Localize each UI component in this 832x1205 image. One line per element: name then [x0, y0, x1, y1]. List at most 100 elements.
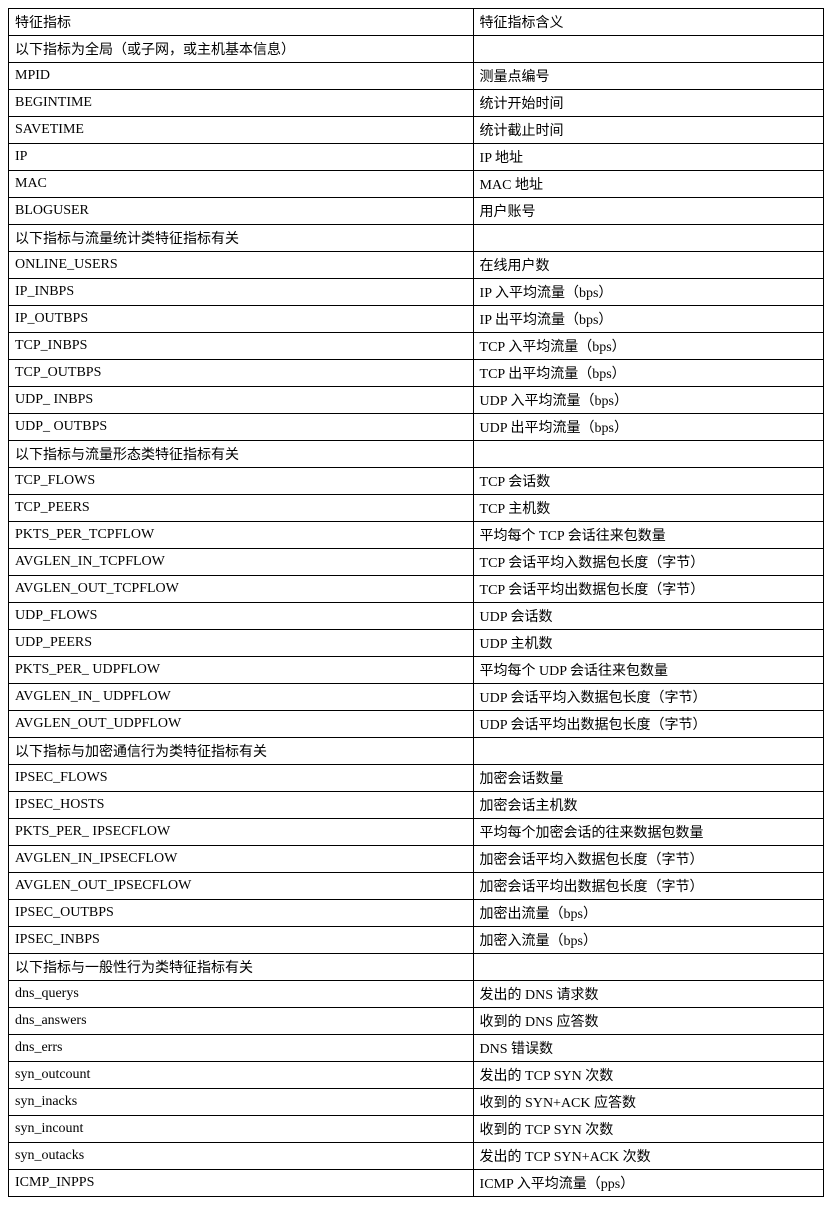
- table-row: PKTS_PER_TCPFLOW平均每个 TCP 会话往来包数量: [9, 522, 824, 549]
- metric-meaning-cell: 平均每个加密会话的往来数据包数量: [473, 819, 823, 846]
- table-row: dns_errsDNS 错误数: [9, 1035, 824, 1062]
- metric-meaning-cell: 发出的 TCP SYN+ACK 次数: [473, 1143, 823, 1170]
- metric-meaning-cell: 加密出流量（bps）: [473, 900, 823, 927]
- metric-meaning-cell: TCP 入平均流量（bps）: [473, 333, 823, 360]
- metric-meaning-cell: IP 入平均流量（bps）: [473, 279, 823, 306]
- table-row: IPSEC_INBPS加密入流量（bps）: [9, 927, 824, 954]
- table-row: 以下指标与流量统计类特征指标有关: [9, 225, 824, 252]
- table-row: UDP_FLOWSUDP 会话数: [9, 603, 824, 630]
- metric-meaning-cell: 统计截止时间: [473, 117, 823, 144]
- metric-name-cell: IP: [9, 144, 474, 171]
- metric-name-cell: IPSEC_INBPS: [9, 927, 474, 954]
- table-row: PKTS_PER_ UDPFLOW平均每个 UDP 会话往来包数量: [9, 657, 824, 684]
- table-row: syn_outcount发出的 TCP SYN 次数: [9, 1062, 824, 1089]
- metric-meaning-cell: UDP 会话平均出数据包长度（字节）: [473, 711, 823, 738]
- table-row: UDP_PEERSUDP 主机数: [9, 630, 824, 657]
- metric-name-cell: PKTS_PER_ IPSECFLOW: [9, 819, 474, 846]
- table-row: UDP_ OUTBPSUDP 出平均流量（bps）: [9, 414, 824, 441]
- metric-meaning-cell: [473, 225, 823, 252]
- table-row: AVGLEN_IN_TCPFLOWTCP 会话平均入数据包长度（字节）: [9, 549, 824, 576]
- metric-meaning-cell: TCP 会话数: [473, 468, 823, 495]
- metric-meaning-cell: TCP 主机数: [473, 495, 823, 522]
- metric-meaning-cell: UDP 入平均流量（bps）: [473, 387, 823, 414]
- table-row: 以下指标与加密通信行为类特征指标有关: [9, 738, 824, 765]
- metric-meaning-cell: 统计开始时间: [473, 90, 823, 117]
- table-row: dns_querys发出的 DNS 请求数: [9, 981, 824, 1008]
- metric-meaning-cell: ICMP 入平均流量（pps）: [473, 1170, 823, 1197]
- metric-name-cell: AVGLEN_OUT_TCPFLOW: [9, 576, 474, 603]
- metric-meaning-cell: UDP 主机数: [473, 630, 823, 657]
- metric-name-cell: PKTS_PER_TCPFLOW: [9, 522, 474, 549]
- table-row: dns_answers收到的 DNS 应答数: [9, 1008, 824, 1035]
- table-row: IPSEC_OUTBPS加密出流量（bps）: [9, 900, 824, 927]
- metric-meaning-cell: [473, 738, 823, 765]
- table-row: MACMAC 地址: [9, 171, 824, 198]
- metric-name-cell: TCP_INBPS: [9, 333, 474, 360]
- table-row: TCP_PEERSTCP 主机数: [9, 495, 824, 522]
- metric-name-cell: syn_outacks: [9, 1143, 474, 1170]
- metric-meaning-cell: 加密会话数量: [473, 765, 823, 792]
- table-row: AVGLEN_OUT_IPSECFLOW加密会话平均出数据包长度（字节）: [9, 873, 824, 900]
- metric-meaning-cell: 加密会话主机数: [473, 792, 823, 819]
- table-row: 特征指标特征指标含义: [9, 9, 824, 36]
- metric-name-cell: dns_errs: [9, 1035, 474, 1062]
- metric-name-cell: AVGLEN_IN_IPSECFLOW: [9, 846, 474, 873]
- metric-meaning-cell: 发出的 DNS 请求数: [473, 981, 823, 1008]
- table-row: TCP_INBPSTCP 入平均流量（bps）: [9, 333, 824, 360]
- table-row: 以下指标为全局（或子网，或主机基本信息）: [9, 36, 824, 63]
- metric-name-cell: BEGINTIME: [9, 90, 474, 117]
- metric-meaning-cell: 加密入流量（bps）: [473, 927, 823, 954]
- metric-name-cell: syn_incount: [9, 1116, 474, 1143]
- metric-meaning-cell: TCP 出平均流量（bps）: [473, 360, 823, 387]
- metric-name-cell: AVGLEN_IN_ UDPFLOW: [9, 684, 474, 711]
- metric-meaning-cell: 特征指标含义: [473, 9, 823, 36]
- metric-name-cell: IPSEC_HOSTS: [9, 792, 474, 819]
- metric-name-cell: MPID: [9, 63, 474, 90]
- metric-meaning-cell: IP 出平均流量（bps）: [473, 306, 823, 333]
- metric-meaning-cell: TCP 会话平均出数据包长度（字节）: [473, 576, 823, 603]
- metric-meaning-cell: [473, 954, 823, 981]
- metrics-table: 特征指标特征指标含义以下指标为全局（或子网，或主机基本信息）MPID测量点编号B…: [8, 8, 824, 1197]
- metric-name-cell: BLOGUSER: [9, 198, 474, 225]
- metric-name-cell: UDP_FLOWS: [9, 603, 474, 630]
- table-row: syn_incount收到的 TCP SYN 次数: [9, 1116, 824, 1143]
- table-row: ONLINE_USERS在线用户数: [9, 252, 824, 279]
- metric-name-cell: IP_INBPS: [9, 279, 474, 306]
- metric-name-cell: IPSEC_OUTBPS: [9, 900, 474, 927]
- metric-name-cell: ONLINE_USERS: [9, 252, 474, 279]
- metric-name-cell: 特征指标: [9, 9, 474, 36]
- table-row: IPSEC_HOSTS加密会话主机数: [9, 792, 824, 819]
- metric-name-cell: TCP_FLOWS: [9, 468, 474, 495]
- metric-meaning-cell: UDP 出平均流量（bps）: [473, 414, 823, 441]
- table-row: 以下指标与流量形态类特征指标有关: [9, 441, 824, 468]
- table-row: IP_INBPSIP 入平均流量（bps）: [9, 279, 824, 306]
- metric-name-cell: MAC: [9, 171, 474, 198]
- metric-name-cell: IPSEC_FLOWS: [9, 765, 474, 792]
- metric-meaning-cell: 平均每个 TCP 会话往来包数量: [473, 522, 823, 549]
- metric-meaning-cell: DNS 错误数: [473, 1035, 823, 1062]
- table-row: AVGLEN_OUT_UDPFLOWUDP 会话平均出数据包长度（字节）: [9, 711, 824, 738]
- metric-meaning-cell: 收到的 SYN+ACK 应答数: [473, 1089, 823, 1116]
- table-row: BLOGUSER用户账号: [9, 198, 824, 225]
- metric-name-cell: UDP_ INBPS: [9, 387, 474, 414]
- metric-name-cell: UDP_PEERS: [9, 630, 474, 657]
- metric-name-cell: 以下指标与流量形态类特征指标有关: [9, 441, 474, 468]
- metric-meaning-cell: 发出的 TCP SYN 次数: [473, 1062, 823, 1089]
- metric-meaning-cell: UDP 会话平均入数据包长度（字节）: [473, 684, 823, 711]
- metric-name-cell: 以下指标与一般性行为类特征指标有关: [9, 954, 474, 981]
- table-row: syn_inacks收到的 SYN+ACK 应答数: [9, 1089, 824, 1116]
- metric-meaning-cell: 收到的 DNS 应答数: [473, 1008, 823, 1035]
- metric-meaning-cell: UDP 会话数: [473, 603, 823, 630]
- metric-meaning-cell: 在线用户数: [473, 252, 823, 279]
- metric-name-cell: 以下指标为全局（或子网，或主机基本信息）: [9, 36, 474, 63]
- table-row: AVGLEN_IN_IPSECFLOW加密会话平均入数据包长度（字节）: [9, 846, 824, 873]
- metric-meaning-cell: MAC 地址: [473, 171, 823, 198]
- table-row: ICMP_INPPSICMP 入平均流量（pps）: [9, 1170, 824, 1197]
- metric-meaning-cell: 加密会话平均入数据包长度（字节）: [473, 846, 823, 873]
- metric-name-cell: syn_outcount: [9, 1062, 474, 1089]
- metric-meaning-cell: IP 地址: [473, 144, 823, 171]
- metric-name-cell: UDP_ OUTBPS: [9, 414, 474, 441]
- table-row: 以下指标与一般性行为类特征指标有关: [9, 954, 824, 981]
- metric-meaning-cell: 加密会话平均出数据包长度（字节）: [473, 873, 823, 900]
- metric-name-cell: TCP_OUTBPS: [9, 360, 474, 387]
